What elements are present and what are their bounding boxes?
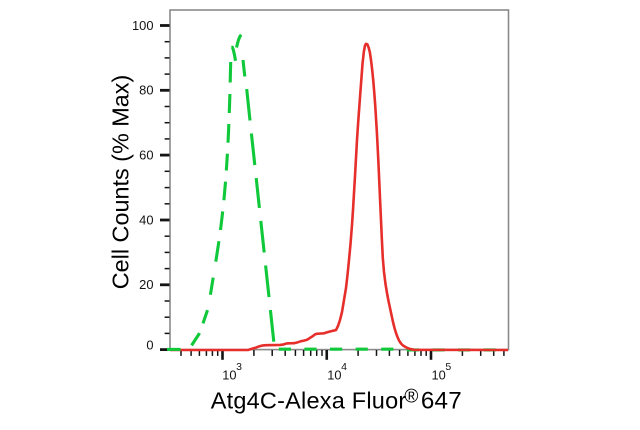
svg-text:Atg4C-Alexa Fluor®647: Atg4C-Alexa Fluor®647 [211, 387, 462, 415]
svg-text:20: 20 [139, 277, 153, 292]
svg-text:60: 60 [139, 148, 153, 163]
svg-text:0: 0 [146, 338, 153, 353]
svg-text:100: 100 [132, 18, 154, 33]
svg-text:80: 80 [139, 83, 153, 98]
svg-text:40: 40 [139, 212, 153, 227]
svg-text:Cell Counts (% Max): Cell Counts (% Max) [108, 75, 134, 289]
